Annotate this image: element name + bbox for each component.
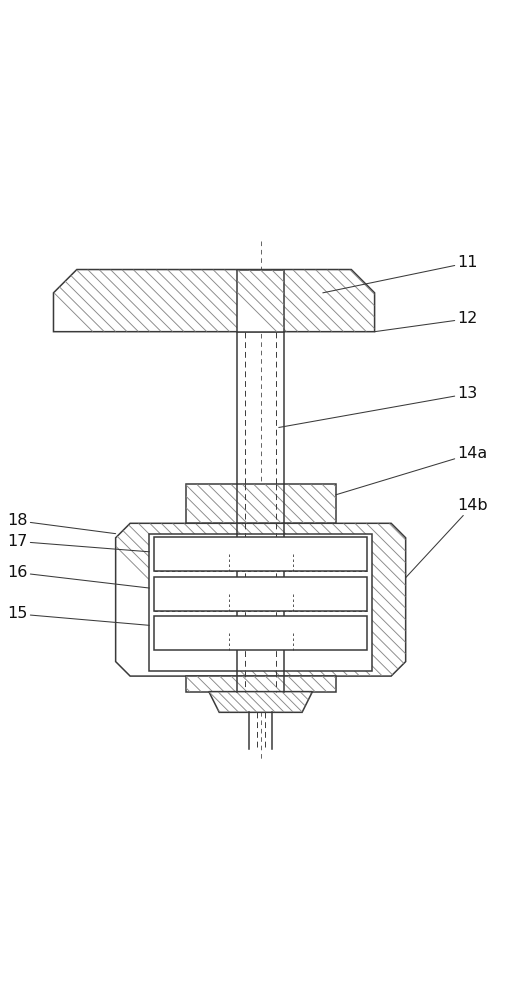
Bar (155, 616, 367, 650)
Text: 14b: 14b (406, 498, 488, 578)
Text: 14a: 14a (336, 446, 488, 495)
Polygon shape (185, 676, 336, 692)
Text: 12: 12 (375, 311, 478, 332)
Text: 18: 18 (7, 513, 116, 534)
Polygon shape (238, 270, 284, 332)
Text: 17: 17 (7, 534, 150, 552)
Polygon shape (116, 523, 406, 676)
Bar (155, 537, 367, 571)
Polygon shape (209, 692, 313, 712)
Text: 16: 16 (7, 565, 150, 588)
Bar (150, 534, 372, 671)
Text: 15: 15 (7, 606, 150, 625)
Text: 11: 11 (323, 255, 478, 293)
Text: 13: 13 (279, 386, 478, 427)
Bar (155, 577, 367, 611)
Polygon shape (54, 270, 375, 332)
Polygon shape (185, 484, 336, 523)
